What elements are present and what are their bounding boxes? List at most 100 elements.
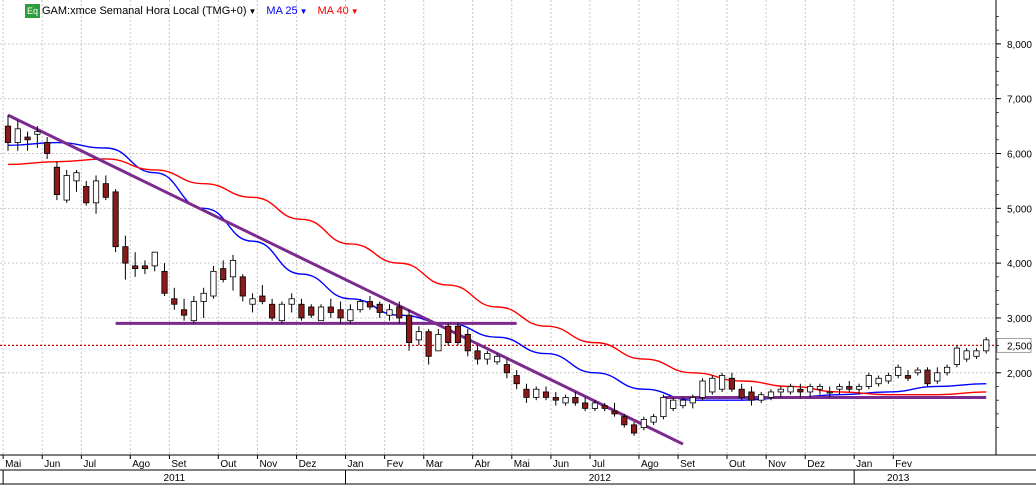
candle-body xyxy=(405,314,413,344)
candle-body xyxy=(83,185,90,204)
candle-body xyxy=(366,301,374,308)
eq-badge: Eq xyxy=(25,4,40,18)
candle-body xyxy=(259,295,266,302)
month-label: Jan xyxy=(347,459,363,470)
candle-body xyxy=(435,333,442,352)
month-label: Fev xyxy=(387,459,404,470)
candle-body xyxy=(689,397,696,404)
candle-body xyxy=(44,142,51,154)
trendline-descending-resistance xyxy=(7,113,684,446)
month-label: Jul xyxy=(83,459,96,470)
month-label: Jun xyxy=(553,459,569,470)
ma-long-label[interactable]: MA 40 xyxy=(317,5,349,17)
candle-body xyxy=(53,166,61,196)
candle-body xyxy=(73,172,80,182)
candle-body xyxy=(269,303,276,319)
candle-body xyxy=(141,265,149,270)
ma-short-dropdown-icon[interactable]: ▼ xyxy=(299,6,308,16)
candle-body xyxy=(445,325,452,344)
candle-body xyxy=(376,303,383,313)
month-label: Out xyxy=(220,459,236,470)
candle-body xyxy=(454,325,462,344)
candle-body xyxy=(112,191,119,248)
candle-body xyxy=(572,397,579,404)
candle-body xyxy=(171,298,178,305)
month-label: Ago xyxy=(641,459,659,470)
instrument-dropdown-icon[interactable]: ▼ xyxy=(248,6,257,16)
candle-body xyxy=(611,410,618,415)
candle-body xyxy=(386,309,393,316)
candle-body xyxy=(34,131,41,135)
candle-body xyxy=(210,270,217,297)
candle-body xyxy=(190,301,197,322)
candle-body xyxy=(249,298,256,305)
candle-body xyxy=(777,388,784,393)
candle-body xyxy=(787,386,794,393)
candle-body xyxy=(288,298,295,305)
x-axis: Mai Jun Jul Ago Set Out Nov Dez Jan Fev Mar Abr Mai J… xyxy=(2,455,912,484)
candle-body xyxy=(924,369,931,385)
candle-body xyxy=(63,175,70,201)
candle-body xyxy=(650,416,657,423)
candle-body xyxy=(904,375,912,379)
candle-body xyxy=(239,276,246,297)
candle-body xyxy=(552,397,559,401)
year-label: 2012 xyxy=(589,473,612,484)
month-label: Set xyxy=(680,459,695,470)
month-label: Set xyxy=(171,459,186,470)
ma-short-label[interactable]: MA 25 xyxy=(266,5,298,17)
candle-body xyxy=(180,309,188,316)
candle-body xyxy=(934,372,941,382)
month-label: Dez xyxy=(807,459,825,470)
candle-body xyxy=(836,386,843,390)
candle-body xyxy=(621,416,628,426)
candle-body xyxy=(953,347,960,365)
candle-body xyxy=(699,380,706,398)
month-label: Abr xyxy=(475,459,491,470)
candle-body xyxy=(660,397,667,418)
candle-body xyxy=(102,183,109,198)
candle-body xyxy=(229,259,237,278)
candle-body xyxy=(719,375,726,390)
candle-body xyxy=(278,303,285,322)
candle-body xyxy=(317,306,325,322)
candle-body xyxy=(562,397,569,404)
candle-body xyxy=(767,391,775,398)
month-label: Out xyxy=(729,459,745,470)
candle-body xyxy=(484,353,491,360)
month-label: Mai xyxy=(514,459,530,470)
candle-body xyxy=(24,136,31,141)
ma-long-dropdown-icon[interactable]: ▼ xyxy=(350,6,359,16)
month-label: Jun xyxy=(44,459,60,470)
candle-body xyxy=(357,301,364,311)
month-label: Mar xyxy=(426,459,444,470)
instrument-label: GAM:xmce Semanal Hora Local (TMG+0) xyxy=(42,5,247,17)
candle-body xyxy=(494,355,501,363)
candle-body xyxy=(523,388,530,398)
last-price-label: 2,500 xyxy=(1007,341,1032,352)
candle-body xyxy=(582,402,589,409)
year-label: 2011 xyxy=(164,473,186,484)
candle-body xyxy=(855,386,863,390)
candle-body xyxy=(807,386,814,393)
candle-body xyxy=(396,306,403,319)
year-label: 2013 xyxy=(887,473,910,484)
candle-body xyxy=(591,402,599,409)
candle-body xyxy=(983,339,990,352)
candle-body xyxy=(327,306,334,313)
candle-body xyxy=(885,375,892,382)
y-axis: 2,000 3,000 4,000 5,000 6,000 7,000 8,000 xyxy=(996,16,1032,428)
candle-body xyxy=(914,369,921,374)
month-label: Mai xyxy=(5,459,21,470)
candles xyxy=(4,115,990,436)
chart-legend: Eq GAM:xmce Semanal Hora Local (TMG+0) ▼… xyxy=(25,3,359,19)
month-label: Jul xyxy=(592,459,605,470)
candle-body xyxy=(200,292,207,302)
candle-body xyxy=(151,251,158,267)
candle-body xyxy=(943,366,951,374)
candle-body xyxy=(220,268,227,280)
candle-body xyxy=(347,309,354,322)
